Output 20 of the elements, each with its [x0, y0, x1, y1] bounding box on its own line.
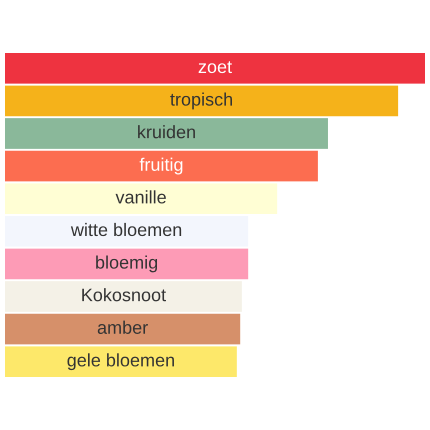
y-tick-label: gele bloemen	[67, 353, 174, 370]
y-tick-label: kruiden	[138, 125, 195, 138]
y-tick-label: zoet	[198, 61, 232, 74]
bar	[5, 314, 240, 344]
bar	[5, 52, 425, 84]
bar	[5, 216, 248, 247]
y-tick-label: amber	[98, 320, 148, 334]
y-tick-label: witte bloemen	[70, 222, 182, 236]
y-tick-label: bloemig	[96, 255, 158, 272]
y-tick-label: tropisch	[170, 92, 232, 110]
bar	[5, 346, 237, 378]
bar	[5, 86, 398, 116]
bar	[5, 281, 242, 312]
bar	[5, 150, 318, 182]
bar	[5, 183, 278, 214]
y-tick-label: vanille	[116, 190, 166, 204]
y-tick-label: Kokosnoot	[82, 288, 166, 302]
bar	[5, 118, 328, 149]
bar	[5, 248, 248, 280]
y-tick-label: fruitig	[140, 158, 182, 175]
